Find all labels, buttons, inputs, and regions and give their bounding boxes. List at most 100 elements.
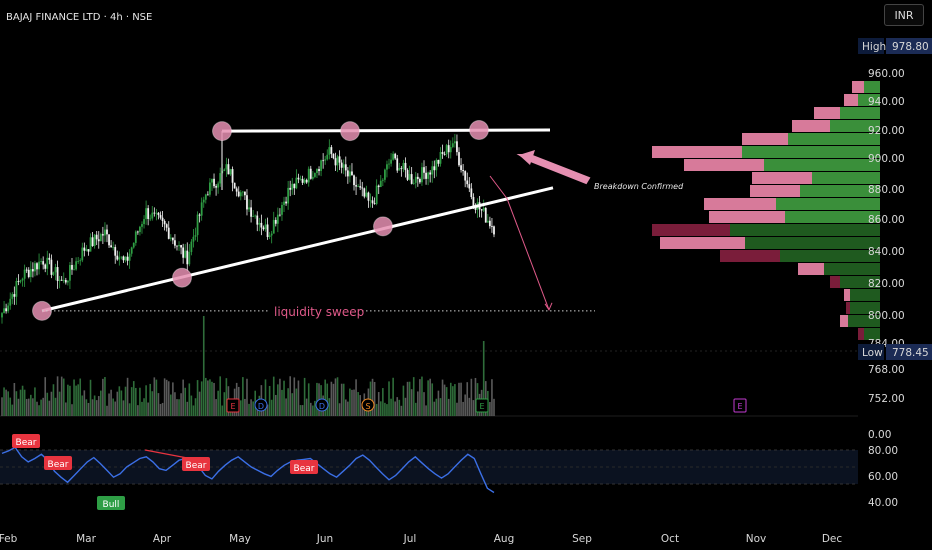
high-label-bg [858,38,884,54]
candle [410,174,413,184]
candle [223,169,226,172]
volume-bar [163,378,166,416]
candle [274,219,277,224]
volume-bar [414,402,417,416]
candle [132,242,135,248]
candle [186,250,189,265]
volume-bar [190,395,193,416]
volume-bar [145,385,147,416]
candle [241,191,244,193]
candle [338,156,341,163]
candle [110,245,113,248]
candle [180,245,182,248]
candle [484,207,487,223]
volume-bar [295,388,298,416]
currency-button[interactable]: INR [884,4,924,26]
vp-down-bar [798,263,824,275]
volume-bar [79,378,82,416]
grid [0,350,858,417]
candle [56,267,59,281]
candle [209,182,211,195]
candle [202,199,205,203]
vp-down-bar [852,81,864,93]
volume-bar [392,377,394,416]
candle [95,234,98,240]
candle [192,236,195,242]
candle [359,186,362,188]
candle [248,207,250,210]
candle [348,171,351,177]
volume-bar [120,390,123,416]
projection-arrowhead [544,302,553,311]
candle [85,249,88,251]
volume-bar [9,397,12,416]
candle [136,231,139,233]
event-marker-circle [254,398,268,412]
vp-down-bar [752,172,812,184]
candle [134,231,137,243]
price-tick: 940.00 [868,96,905,108]
candle [25,269,28,271]
candle [75,261,78,270]
time-tick: Aug [494,533,515,545]
candle [188,251,191,265]
volume-bar [128,403,131,416]
volume-bar [108,393,110,416]
triangle-pattern: liquidity sweep Breakdown Confirmed [32,120,684,321]
candle [38,261,40,270]
candle [404,162,407,171]
volume-bar [464,394,466,416]
candle [225,164,228,170]
candle [250,207,252,217]
volume-bar [493,398,495,416]
volume-bar [223,392,226,416]
rsi-signal-badge [290,460,318,474]
volume-bar [400,405,403,416]
candle [256,215,259,225]
vp-down-bar [652,224,730,236]
breakdown-label: Breakdown Confirmed [594,182,684,191]
vp-up-bar [850,302,880,314]
volume-bar [165,379,168,416]
candle [233,182,236,189]
candle [206,194,209,196]
vp-down-bar [709,211,785,223]
volume-bar [287,388,289,416]
candle [326,154,329,160]
time-axis: Feb Mar Apr May Jun Jul Aug Sep Oct Nov Dec [0,533,842,545]
time-tick: Apr [153,533,172,545]
volume-bar [417,391,419,416]
candle [81,247,84,261]
time-tick: Mar [76,533,96,545]
candle [91,237,94,246]
volume-bar [369,381,372,416]
volume-bar [449,382,452,416]
price-tick: 880.00 [868,184,905,196]
volume-bar [89,379,92,416]
candle [5,308,8,312]
volume-bar [186,401,189,416]
candle [357,186,360,187]
candle [31,269,34,272]
candle [330,147,333,154]
candle [439,152,442,164]
vp-up-bar [830,120,880,132]
volume-bar [176,399,178,416]
volume-bar [410,389,413,416]
candlestick-series[interactable] [1,133,495,324]
volume-bar [266,404,269,416]
candle [122,256,125,261]
volume-bar [60,376,63,416]
volume-bar [353,389,355,416]
candle [324,159,327,161]
volume-bar [423,392,425,416]
candle [46,257,49,269]
vp-down-bar [652,146,742,158]
candle [171,237,174,241]
volume-bar [81,395,84,416]
volume-bar [209,379,211,416]
time-tick: Feb [0,533,18,545]
candle [482,207,485,211]
